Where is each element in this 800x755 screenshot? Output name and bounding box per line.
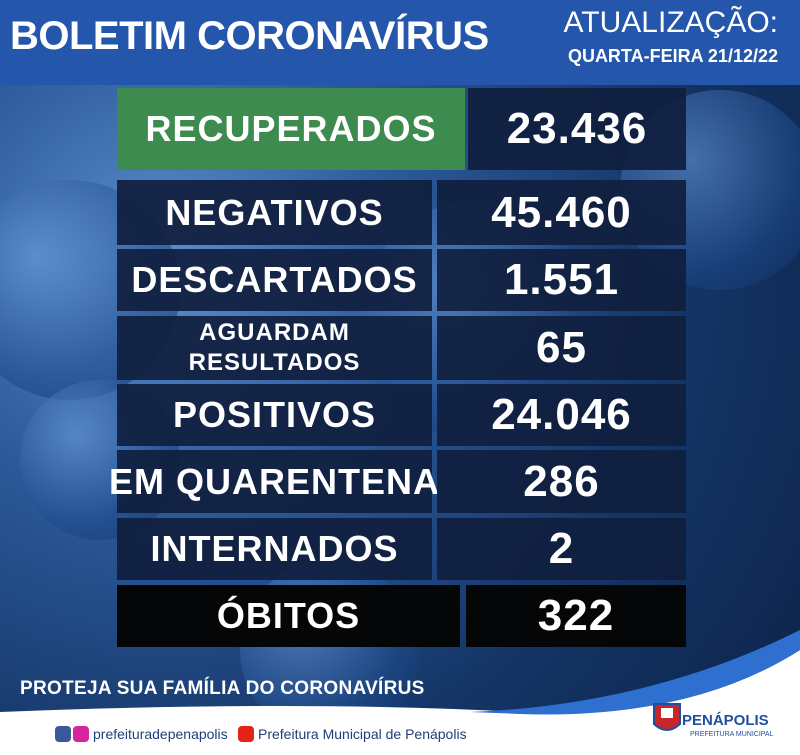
update-label: ATUALIZAÇÃO: xyxy=(563,6,778,39)
slogan: PROTEJA SUA FAMÍLIA DO CORONAVÍRUS xyxy=(20,678,425,699)
row-label: POSITIVOS xyxy=(172,394,377,435)
row-label-cell: RECUPERADOS xyxy=(117,88,465,170)
row-label: NEGATIVOS xyxy=(165,191,384,233)
row-value: 322 xyxy=(537,591,615,640)
row-label: ÓBITOS xyxy=(216,595,361,636)
social-handle: prefeituradepenapolis xyxy=(93,726,228,742)
update-date: QUARTA-FEIRA 21/12/22 xyxy=(567,46,778,66)
logo-subtitle: PREFEITURA MUNICIPAL xyxy=(690,731,774,738)
row-value: 65 xyxy=(536,323,587,372)
row-label: RESULTADOS xyxy=(188,349,361,376)
row-label-cell: NEGATIVOS xyxy=(117,180,432,245)
logo-name: PENÁPOLIS xyxy=(682,712,769,729)
row-label: RECUPERADOS xyxy=(145,108,437,149)
row-value: 23.436 xyxy=(506,104,648,153)
row-value: 45.460 xyxy=(491,187,632,237)
instagram-icon xyxy=(73,726,89,742)
youtube-channel: Prefeitura Municipal de Penápolis xyxy=(258,726,467,742)
row-value-cell: 286 xyxy=(437,450,686,513)
row-label-cell: DESCARTADOS xyxy=(117,249,432,311)
row-value-cell: 322 xyxy=(466,585,686,647)
title: BOLETIM CORONAVÍRUS xyxy=(10,14,489,58)
header-band: BOLETIM CORONAVÍRUS ATUALIZAÇÃO: QUARTA-… xyxy=(0,0,800,85)
row-label: INTERNADOS xyxy=(150,528,399,569)
youtube-icon xyxy=(238,726,254,742)
row-value-cell: 2 xyxy=(437,518,686,580)
row-value-cell: 23.436 xyxy=(468,88,686,170)
row-value: 2 xyxy=(548,524,575,573)
row-label: DESCARTADOS xyxy=(131,259,418,300)
row-label-cell: AGUARDAM RESULTADOS xyxy=(117,316,432,380)
row-value: 1.551 xyxy=(503,255,620,304)
row-value: 24.046 xyxy=(491,390,632,439)
row-value: 286 xyxy=(523,456,600,506)
facebook-icon xyxy=(55,726,71,742)
row-label-cell: ÓBITOS xyxy=(117,585,460,647)
row-value-cell: 1.551 xyxy=(437,249,686,311)
row-label: EM QUARENTENA xyxy=(109,460,441,502)
row-label: AGUARDAM xyxy=(199,319,350,346)
row-label-cell: INTERNADOS xyxy=(117,518,432,580)
row-value-cell: 24.046 xyxy=(437,384,686,446)
row-value-cell: 45.460 xyxy=(437,180,686,245)
row-value-cell: 65 xyxy=(437,316,686,380)
row-label-cell: POSITIVOS xyxy=(117,384,432,446)
row-label-cell: EM QUARENTENA xyxy=(109,450,439,513)
